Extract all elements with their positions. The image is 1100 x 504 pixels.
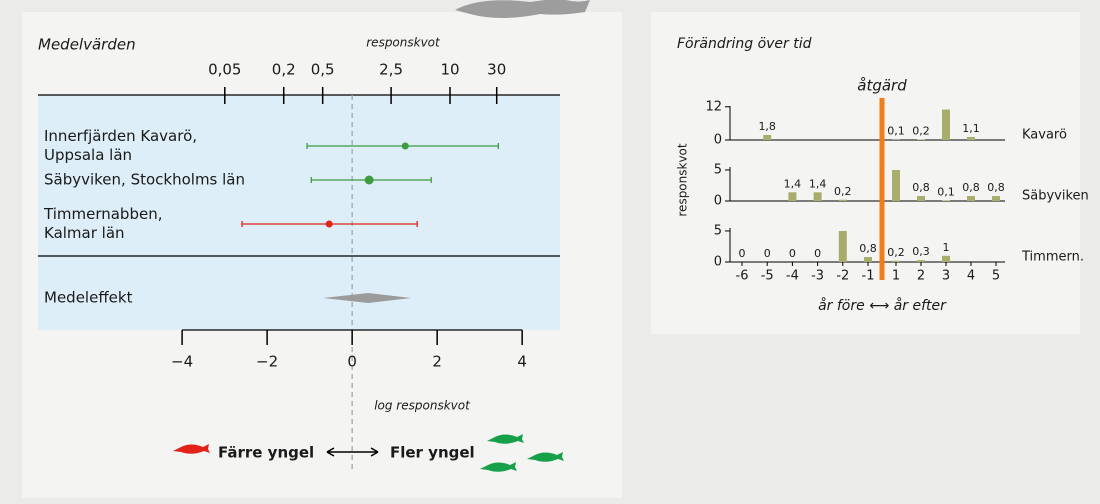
x-tick-label: -4 [786, 269, 799, 284]
bar [864, 257, 872, 262]
bar [992, 196, 1000, 201]
value-label: 0 [814, 247, 821, 260]
x-tick-label: -3 [811, 269, 824, 284]
bar [942, 200, 950, 201]
top-tick-label: 0,2 [272, 61, 296, 79]
value-label: 0,3 [912, 245, 930, 258]
bar [942, 109, 950, 140]
bar [917, 260, 925, 262]
value-label: 0,8 [987, 181, 1005, 194]
x-tick-label: -6 [736, 269, 749, 284]
top-tick-label: 30 [487, 61, 506, 79]
bar [917, 196, 925, 201]
value-label: 0,1 [887, 125, 905, 138]
fish-icon [480, 462, 517, 472]
x-tick-label: 1 [892, 269, 900, 284]
top-tick-label: 0,05 [208, 61, 241, 79]
plot-title: Förändring över tid [677, 36, 812, 52]
fish-icon [487, 434, 524, 444]
plot-area [38, 95, 560, 330]
double-arrow [326, 447, 379, 457]
fish-silhouette [455, 0, 590, 18]
summary-name: Medeleffekt [44, 289, 133, 307]
bar [838, 230, 847, 262]
point-estimate [401, 142, 409, 150]
value-label: 0,8 [962, 181, 980, 194]
value-label: 0,8 [912, 181, 930, 194]
top-tick-label: 0,5 [311, 61, 335, 79]
study-name: Uppsala län [44, 146, 132, 164]
point-estimate [325, 220, 333, 228]
value-label: 0 [739, 247, 746, 260]
right-panel [651, 12, 1080, 334]
summary-diamond [323, 293, 412, 303]
bar [967, 136, 975, 140]
x-tick-label: -5 [761, 269, 774, 284]
x-tick-label: -1 [862, 269, 875, 284]
legend-right: Fler yngel [390, 444, 475, 462]
bottom-tick-label: 2 [432, 353, 442, 371]
fish-icons [173, 434, 564, 472]
study-name: Timmernabben, [43, 205, 162, 223]
y-tick-label: 0 [714, 255, 722, 270]
x-tick-label: 5 [992, 269, 1000, 284]
y-tick-label: 0 [714, 133, 722, 148]
bottom-tick-label: −4 [171, 353, 193, 371]
value-label: 0,1 [937, 185, 955, 198]
arrow-heads [326, 447, 379, 457]
y-tick-label: 12 [705, 99, 722, 114]
x-tick-label: 2 [917, 269, 925, 284]
x-axis-label: år före ⟷ år efter [818, 297, 947, 314]
bar [788, 192, 797, 201]
top-axis-label: responskvot [366, 36, 441, 50]
bottom-axis-label: log responskvot [374, 399, 471, 413]
series-name: Kavarö [1022, 128, 1067, 143]
fish-icon [527, 452, 564, 462]
y-tick-label: 0 [714, 194, 722, 209]
x-tick-label: 3 [942, 269, 950, 284]
value-label: 0,2 [834, 185, 852, 198]
fish-icon [173, 444, 210, 454]
value-label: 1 [943, 241, 950, 254]
bar [838, 199, 847, 201]
value-label: 0 [764, 247, 771, 260]
bar [892, 260, 900, 262]
plot-title: Medelvärden [38, 36, 136, 54]
bar [892, 169, 900, 201]
study-name: Innerfjärden Kavarö, [44, 127, 197, 145]
value-label: 1,8 [758, 120, 776, 133]
value-label: 1,4 [809, 177, 827, 190]
value-label: 0 [789, 247, 796, 260]
legend-left: Färre yngel [218, 444, 314, 462]
y-tick-label: 5 [714, 223, 722, 238]
y-axis-label: responskvot [676, 143, 690, 217]
study-name: Kalmar län [44, 224, 125, 242]
series-name: Säbyviken [1022, 189, 1089, 204]
study-name: Säbyviken, Stockholms län [44, 171, 245, 189]
bar [967, 196, 975, 201]
value-label: 1,4 [784, 177, 802, 190]
y-tick-label: 5 [714, 162, 722, 177]
bar [942, 255, 950, 262]
bar [763, 135, 772, 140]
bar [813, 192, 822, 201]
bottom-tick-label: −2 [256, 353, 278, 371]
value-label: 0,8 [859, 242, 877, 255]
value-label: 0,2 [887, 246, 905, 259]
series-name: Timmern. [1021, 250, 1084, 265]
value-label: 0,2 [912, 124, 930, 137]
bottom-tick-label: 0 [347, 353, 357, 371]
x-tick-label: -2 [836, 269, 849, 284]
top-tick-label: 2,5 [379, 61, 403, 79]
top-tick-label: 10 [440, 61, 459, 79]
intervention-label: åtgärd [857, 77, 907, 95]
point-estimate [364, 175, 374, 185]
x-tick-label: 4 [967, 269, 975, 284]
value-label: 1,1 [962, 122, 980, 135]
bottom-tick-label: 4 [517, 353, 527, 371]
bar [917, 139, 925, 140]
